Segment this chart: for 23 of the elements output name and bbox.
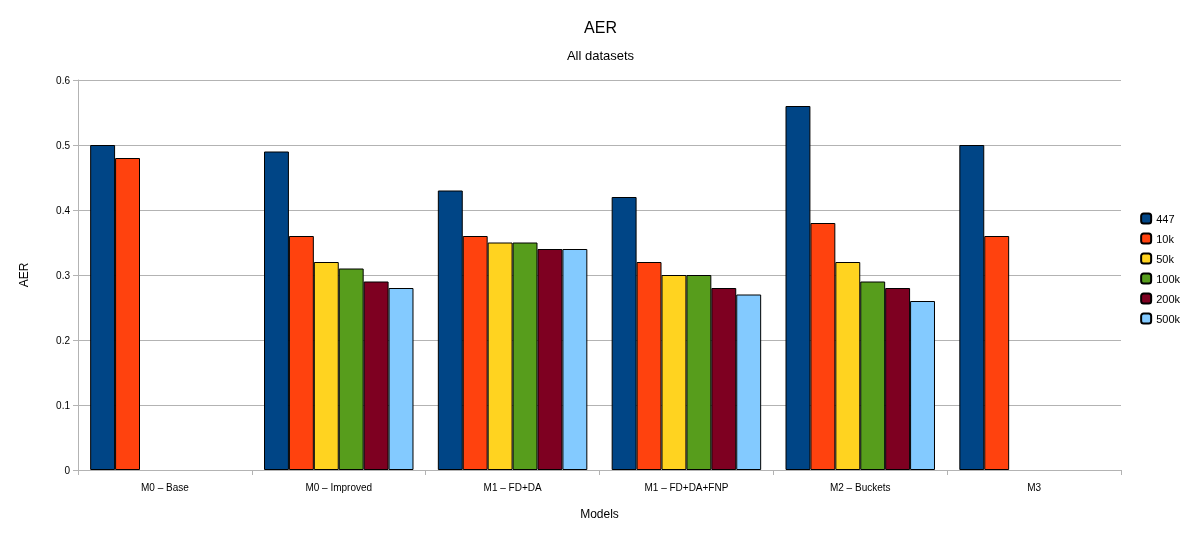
legend-label: 500k <box>1156 312 1181 325</box>
x-tick-label: M0 – Base <box>141 481 190 493</box>
legend-label: 200k <box>1156 292 1181 305</box>
chart-title: AER <box>584 18 617 36</box>
x-tick-label: M1 – FD+DA <box>483 481 542 493</box>
y-tick-label: 0 <box>64 464 71 476</box>
chart-subtitle: All datasets <box>566 48 635 63</box>
x-axis-title: Models <box>580 507 619 521</box>
y-axis-title: AER <box>17 262 31 288</box>
legend-label: 10k <box>1156 232 1175 245</box>
x-tick-label: M2 – Buckets <box>829 481 891 493</box>
y-tick-label: 0.2 <box>56 334 71 346</box>
y-tick-label: 0.6 <box>56 74 71 86</box>
legend-label: 50k <box>1156 252 1175 265</box>
y-tick-label: 0.3 <box>56 269 71 281</box>
x-tick-label: M1 – FD+DA+FNP <box>644 481 729 493</box>
x-tick-label: M0 – Improved <box>305 481 373 493</box>
y-tick-label: 0.4 <box>56 204 71 216</box>
x-tick-label: M3 <box>1027 481 1042 493</box>
y-tick-label: 0.1 <box>56 399 71 411</box>
legend-label: 447 <box>1156 212 1175 225</box>
legend-label: 100k <box>1156 272 1181 285</box>
y-tick-label: 0.5 <box>56 139 71 151</box>
